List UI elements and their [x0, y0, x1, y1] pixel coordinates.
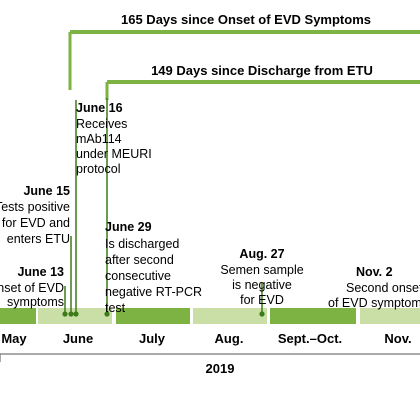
event-line: of EVD symptoms: [328, 296, 420, 310]
event-line: after second: [105, 253, 174, 267]
event-nov-2: Nov. 2 Second onset of EVD symptoms: [328, 265, 420, 310]
event-line: test: [105, 301, 126, 315]
event-line: symptoms: [7, 295, 64, 309]
event-line: Semen sample: [220, 263, 303, 277]
month-band: [0, 308, 420, 324]
span-onset-label: 165 Days since Onset of EVD Symptoms: [121, 12, 371, 27]
event-june-13: June 13 Onset of EVD symptoms: [0, 265, 64, 309]
event-line: Is discharged: [105, 237, 179, 251]
year-label: 2019: [206, 361, 235, 376]
month-label-july: July: [139, 331, 166, 346]
event-aug-27: Aug. 27 Semen sample is negative for EVD: [220, 247, 303, 307]
month-segment-nov: [360, 308, 420, 324]
event-line: negative RT-PCR: [105, 285, 202, 299]
event-line: for EVD: [240, 293, 284, 307]
month-segment-may: [0, 308, 36, 324]
marker-dot-june-13: [62, 311, 68, 317]
event-date: Nov. 2: [356, 265, 393, 279]
event-date: June 15: [23, 184, 70, 198]
event-markers: [62, 98, 265, 317]
marker-dot-aug-27: [259, 311, 265, 317]
month-label-may: May: [1, 331, 27, 346]
event-line: Receives: [76, 117, 127, 131]
event-line: Second onset: [346, 281, 420, 295]
event-date: Aug. 27: [239, 247, 284, 261]
event-line: enters ETU: [7, 232, 70, 246]
event-date: June 13: [17, 265, 64, 279]
marker-dot-june-15: [68, 311, 74, 317]
event-line: under MEURI: [76, 147, 152, 161]
event-line: Tests positive: [0, 200, 70, 214]
event-june-29: June 29 Is discharged after second conse…: [105, 220, 202, 315]
month-segment-july: [116, 308, 190, 324]
span-onset-bracket: 165 Days since Onset of EVD Symptoms: [68, 12, 420, 90]
month-label-sept-oct: Sept.–Oct.: [278, 331, 342, 346]
span-discharge-label: 149 Days since Discharge from ETU: [151, 63, 373, 78]
event-line: is negative: [232, 278, 292, 292]
month-segment-aug: [193, 308, 267, 324]
event-june-15: June 15 Tests positive for EVD and enter…: [0, 184, 70, 246]
month-label-aug: Aug.: [215, 331, 244, 346]
event-june-16: June 16 Receives mAb114 under MEURI prot…: [76, 101, 152, 176]
event-line: for EVD and: [2, 216, 70, 230]
event-line: protocol: [76, 162, 120, 176]
month-label-june: June: [63, 331, 93, 346]
marker-dot-june-29: [104, 311, 110, 317]
marker-dot-june-16: [73, 311, 79, 317]
event-line: Onset of EVD: [0, 281, 64, 295]
year-axis: 2019: [0, 353, 420, 376]
event-date: June 29: [105, 220, 152, 234]
event-line: consecutive: [105, 269, 171, 283]
span-discharge-bracket: 149 Days since Discharge from ETU: [105, 63, 420, 100]
month-labels: May June July Aug. Sept.–Oct. Nov.: [1, 331, 411, 346]
month-segment-sept-oct: [270, 308, 356, 324]
event-line: mAb114: [76, 132, 122, 146]
month-label-nov: Nov.: [384, 331, 411, 346]
event-date: June 16: [76, 101, 123, 115]
